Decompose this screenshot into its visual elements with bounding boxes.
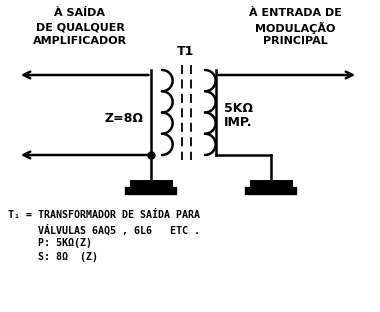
Text: VÁLVULAS 6AQ5 , 6L6   ETC .: VÁLVULAS 6AQ5 , 6L6 ETC .	[8, 224, 200, 235]
Text: AMPLIFICADOR: AMPLIFICADOR	[33, 36, 127, 46]
Text: 5KΩ: 5KΩ	[223, 101, 253, 115]
Text: Z=8Ω: Z=8Ω	[105, 111, 143, 124]
Text: À ENTRADA DE: À ENTRADA DE	[249, 8, 342, 18]
Text: T1: T1	[177, 45, 195, 58]
Text: P: 5KΩ(Z): P: 5KΩ(Z)	[8, 238, 92, 248]
Text: DE QUALQUER: DE QUALQUER	[36, 22, 124, 32]
Text: S: 8Ω  (Z): S: 8Ω (Z)	[8, 252, 98, 262]
Text: À SAÍDA: À SAÍDA	[54, 8, 106, 18]
Text: T₁ = TRANSFORMADOR DE SAÍDA PARA: T₁ = TRANSFORMADOR DE SAÍDA PARA	[8, 210, 200, 220]
Text: PRINCIPAL: PRINCIPAL	[263, 36, 328, 46]
Text: IMP.: IMP.	[223, 116, 252, 129]
Text: MODULAÇÃO: MODULAÇÃO	[255, 22, 335, 34]
